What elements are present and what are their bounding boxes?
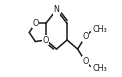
Text: O: O [43,35,49,45]
Text: N: N [54,5,59,14]
Text: O: O [82,32,88,42]
Text: O: O [32,19,38,28]
Text: CH₃: CH₃ [93,25,107,34]
Text: O: O [82,57,88,66]
Text: CH₃: CH₃ [93,64,107,73]
